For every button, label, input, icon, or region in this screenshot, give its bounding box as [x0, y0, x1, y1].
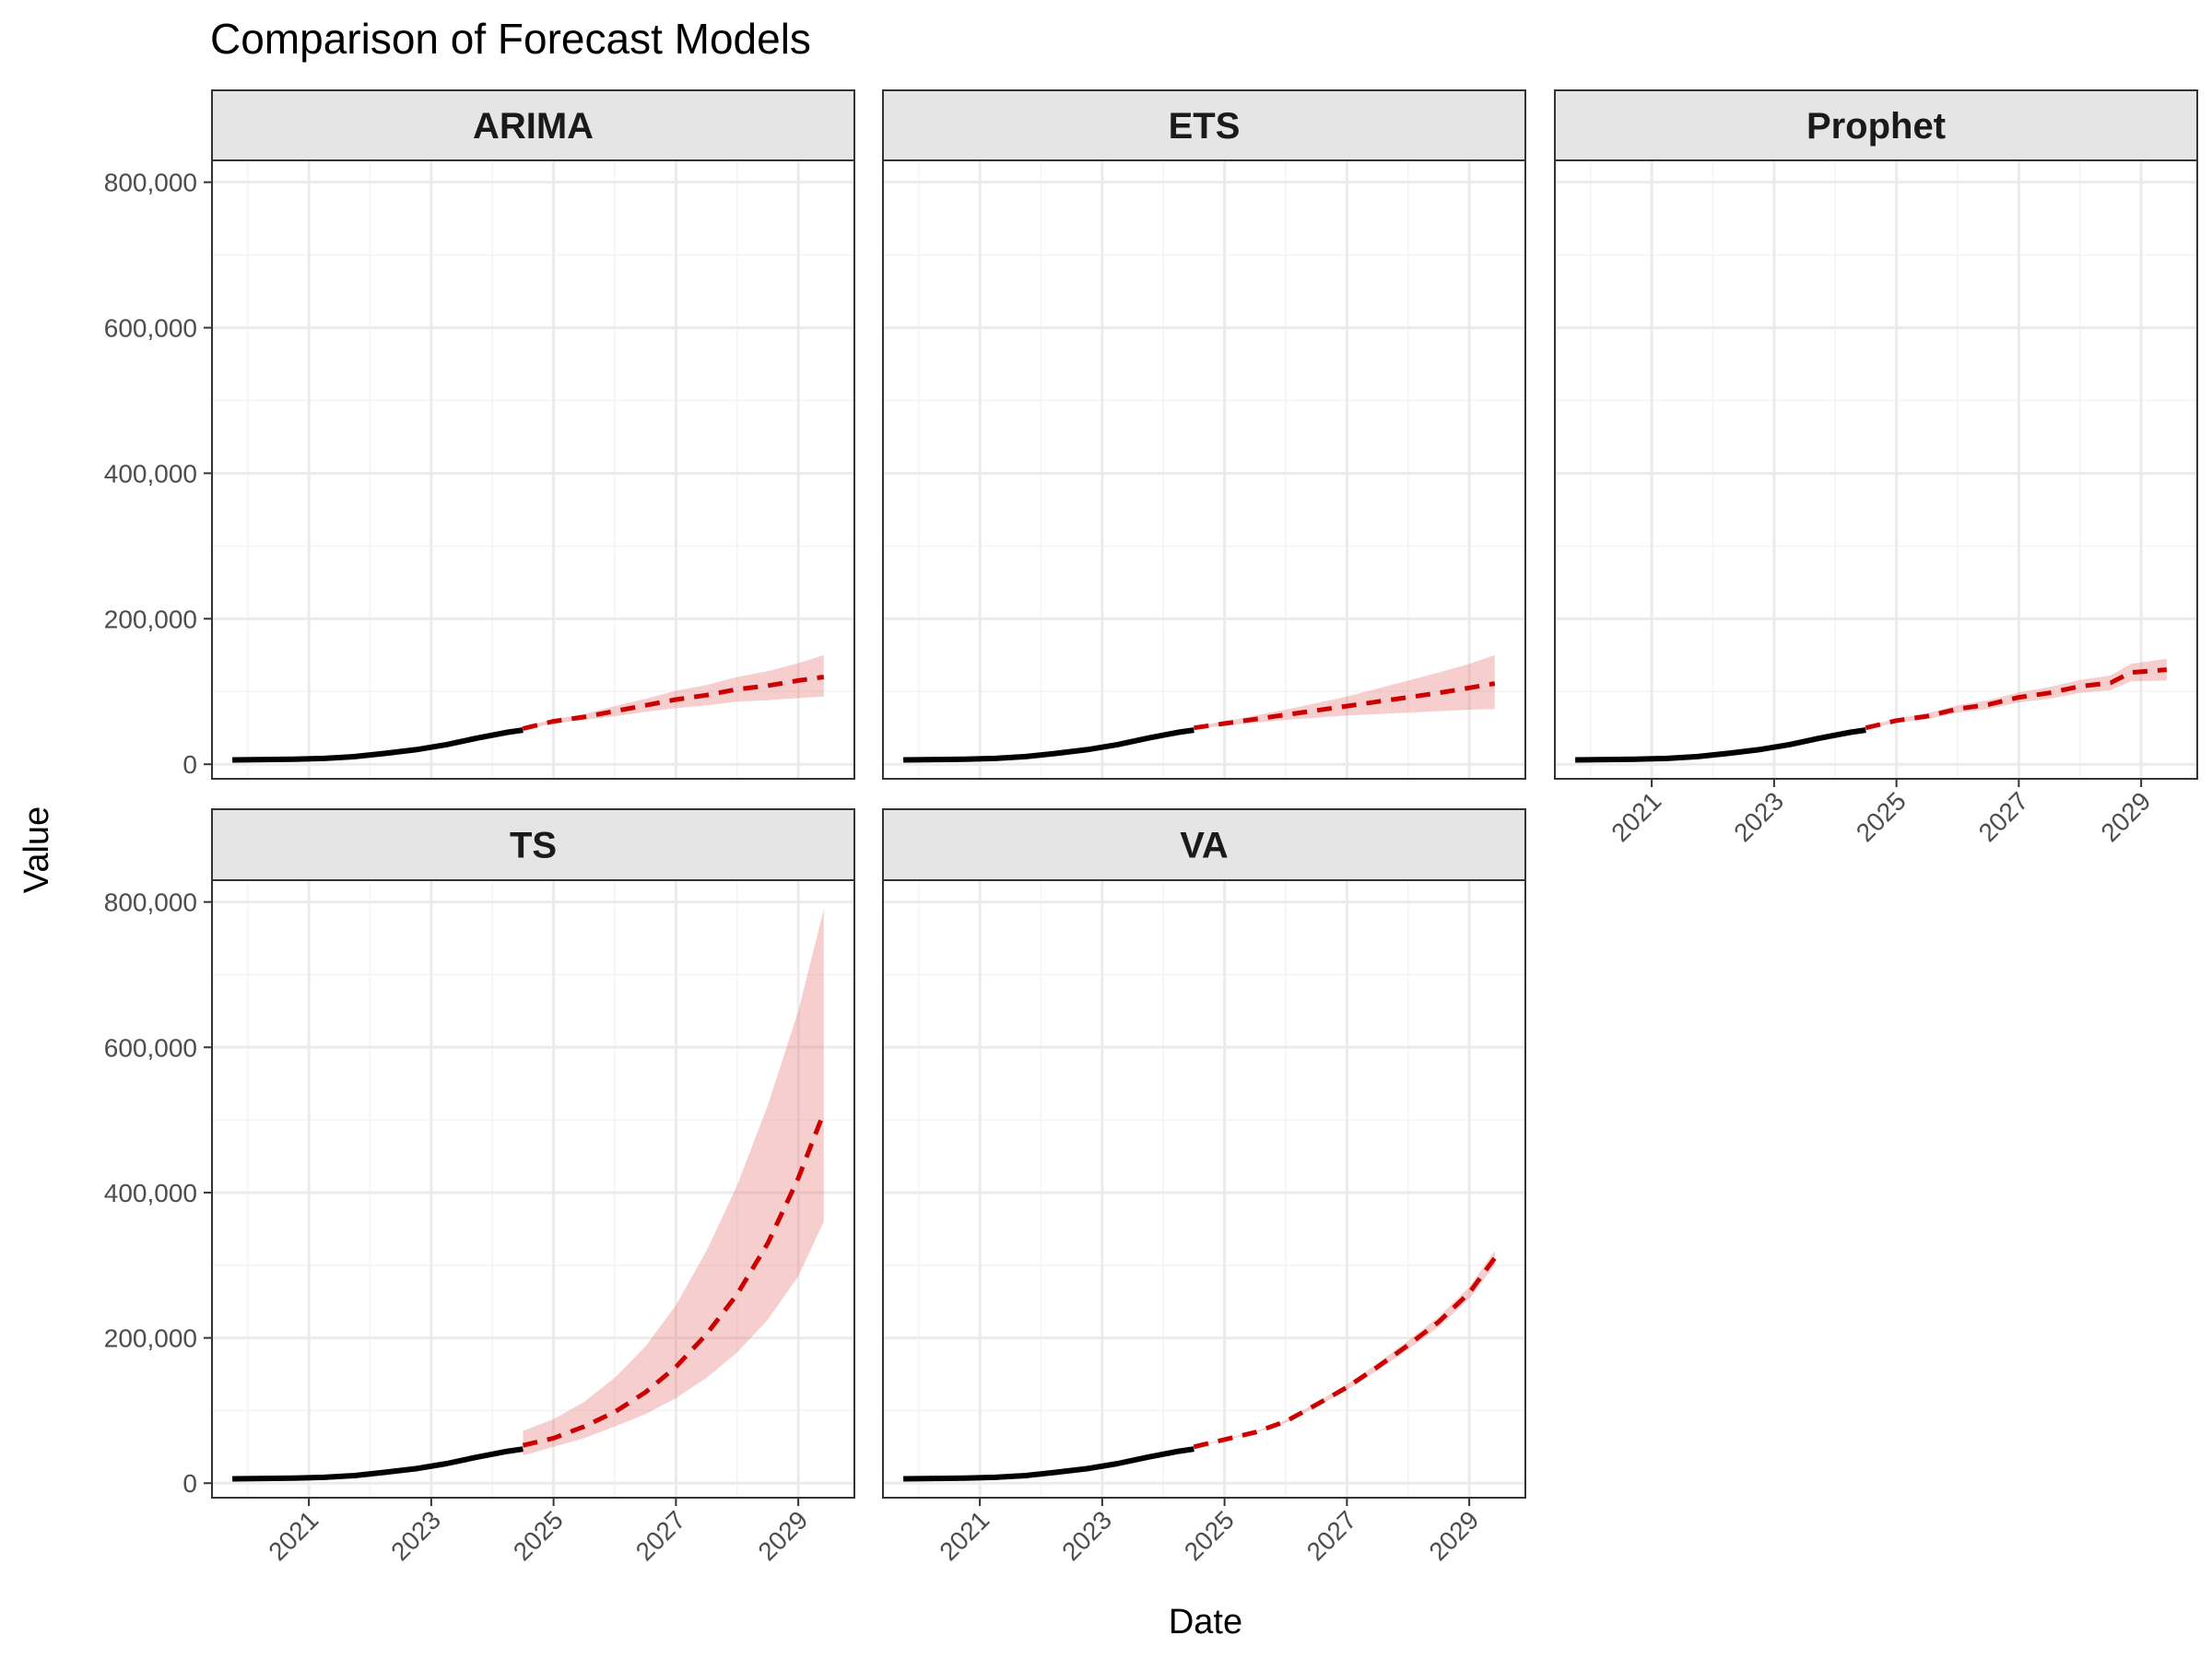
x-tick-label: 2023: [385, 1505, 446, 1566]
panel-background: [1555, 160, 2197, 779]
panel-ets: ETS: [882, 89, 1526, 780]
x-tick-label: 2023: [1056, 1505, 1117, 1566]
x-tick-label: 2025: [1851, 786, 1912, 847]
x-tick-label: 2021: [1606, 786, 1666, 847]
y-tick-label: 600,000: [104, 314, 197, 343]
historical-series-line: [232, 727, 524, 763]
facet-strip-label: TS: [510, 826, 557, 866]
panel-background: [883, 880, 1525, 1498]
forecast-series-line: [522, 675, 825, 731]
forecast-series-line: [522, 1112, 827, 1448]
panel-va: VA 2021 2023 2025 2027 2029: [882, 808, 1526, 1566]
y-tick-label: 800,000: [104, 888, 197, 917]
facet-strip: [882, 808, 1526, 881]
x-tick-label: 2025: [508, 1505, 569, 1566]
chart-title: Comparison of Forecast Models: [210, 15, 811, 63]
facet-strip-label: VA: [1180, 826, 1229, 866]
historical-series-line: [1575, 727, 1866, 763]
panel-background: [883, 160, 1525, 779]
y-tick-label: 200,000: [104, 1324, 197, 1353]
y-tick-label: 800,000: [104, 169, 197, 197]
facet-strip: [1554, 89, 2198, 161]
x-tick-label: 2029: [1423, 1505, 1484, 1566]
y-tick-label: 0: [182, 1469, 197, 1498]
x-axis-title: Date: [1169, 1603, 1242, 1641]
facet-strip: [882, 89, 1526, 161]
y-axis-title: Value: [18, 806, 56, 893]
y-tick-label: 400,000: [104, 459, 197, 488]
x-tick-label: 2025: [1179, 1505, 1240, 1566]
y-tick-label: 400,000: [104, 1179, 197, 1207]
y-tick-label: 600,000: [104, 1033, 197, 1062]
panel-arima: ARIMA 0 200,000 400,000 600,000 800,000: [104, 89, 855, 780]
prediction-interval-band: [523, 654, 824, 731]
facet-strip: [211, 89, 855, 161]
x-tick-label: 2021: [263, 1505, 324, 1566]
x-tick-label: 2027: [630, 1505, 691, 1566]
prediction-interval-band: [1194, 654, 1495, 730]
panel-background: [212, 160, 854, 779]
facet-strip: [211, 808, 855, 881]
panel-background: [212, 880, 854, 1498]
facet-strip-label: Prophet: [1806, 106, 1946, 147]
x-tick-label: 2029: [2095, 786, 2156, 847]
historical-series-line: [232, 1446, 524, 1482]
prediction-interval-band: [523, 909, 824, 1456]
x-tick-label: 2027: [1301, 1505, 1362, 1566]
forecast-series-line: [1193, 1256, 1497, 1450]
x-tick-label: 2027: [1973, 786, 2034, 847]
facet-strip-label: ARIMA: [473, 106, 594, 147]
y-tick-label: 200,000: [104, 605, 197, 633]
historical-series-line: [903, 1446, 1194, 1482]
facet-strip-label: ETS: [1169, 106, 1241, 147]
historical-series-line: [903, 727, 1194, 763]
panel-prophet: Prophet 2021 2023 2025 2027 2029: [1554, 89, 2198, 847]
y-tick-label: 0: [182, 750, 197, 779]
forecast-series-line: [1865, 667, 2167, 731]
panels-layer: ARIMA 0 200,000 400,000 600,000 800,000 ETS Pro…: [104, 89, 2198, 1566]
x-tick-label: 2021: [934, 1505, 994, 1566]
forecast-series-line: [1194, 681, 1496, 731]
x-tick-label: 2029: [752, 1505, 813, 1566]
panel-ts: TS 0 200,000 400,000 600,000 800,000 2021 2023 2…: [104, 808, 855, 1566]
x-tick-label: 2023: [1728, 786, 1789, 847]
